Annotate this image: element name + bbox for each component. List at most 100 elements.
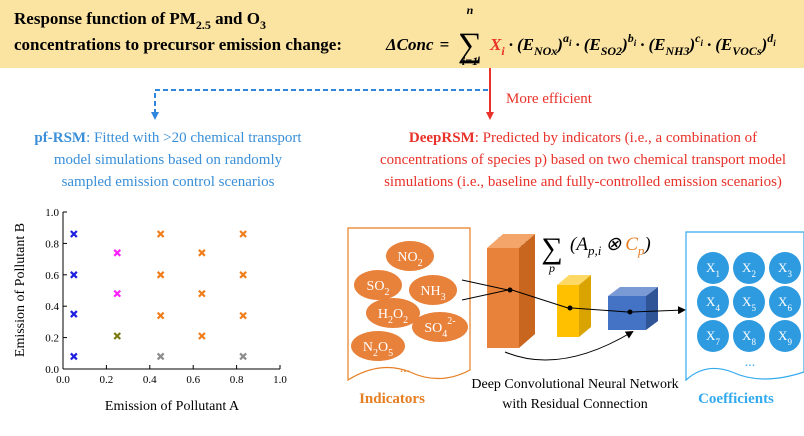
formula-part: (E xyxy=(584,35,601,54)
node xyxy=(508,288,513,293)
t: 2.5 xyxy=(196,18,211,32)
point xyxy=(71,272,77,278)
dashed-arrow xyxy=(155,68,490,116)
point xyxy=(240,272,246,278)
point xyxy=(158,313,164,319)
formula-part: NO xyxy=(397,250,417,265)
formula-part: X xyxy=(489,35,502,54)
more: ... xyxy=(745,355,756,370)
point xyxy=(114,291,120,297)
formula-part: 2 xyxy=(403,315,408,326)
point xyxy=(71,353,77,359)
formula-part: NH xyxy=(420,284,440,299)
sum-lower: i=1 xyxy=(462,54,478,68)
line: simulations (i.e., baseline and fully-co… xyxy=(384,174,782,190)
formula-part: SO2 xyxy=(601,44,622,58)
formula-part: 2 xyxy=(751,269,756,279)
t: : Predicted by indicators (i.e., a combi… xyxy=(475,130,757,146)
point xyxy=(240,313,246,319)
formula-part: O xyxy=(393,307,403,322)
formula-part: 1 xyxy=(715,269,720,279)
x-tick-label: 1.0 xyxy=(273,374,287,386)
y-tick-label: 0.2 xyxy=(45,333,59,345)
more: ... xyxy=(400,361,411,376)
figure: Response function of PM2.5 and O3 concen… xyxy=(0,0,804,436)
formula-part: 2 xyxy=(384,287,389,298)
formula-part: · xyxy=(640,35,644,54)
pf-rsm-text: pf-RSM: Fitted with >20 chemical transpo… xyxy=(34,130,302,190)
layer-front xyxy=(487,248,519,348)
y-tick-label: 1.0 xyxy=(45,207,59,219)
formula-part: O xyxy=(378,340,388,355)
t: 3 xyxy=(260,18,266,32)
point xyxy=(158,272,164,278)
formula-part: 7 xyxy=(715,337,720,347)
page: {"header":{"title_parts":["Response func… xyxy=(0,0,804,436)
point xyxy=(158,231,164,237)
point xyxy=(240,353,246,359)
t: : Fitted with >20 chemical transport xyxy=(86,130,302,146)
formula-part: ) xyxy=(555,35,563,54)
sum-lower: p xyxy=(548,261,555,275)
point xyxy=(71,311,77,317)
line: pf-RSM: Fitted with >20 chemical transpo… xyxy=(34,130,302,146)
formula-part: = xyxy=(440,35,450,54)
x-axis-label: Emission of Pollutant A xyxy=(105,399,240,414)
formula-part: (E xyxy=(715,35,732,54)
body: Response function of PM2.5 and O3 concen… xyxy=(0,0,804,436)
formula-part: 4 xyxy=(715,303,720,313)
formula-part: SO xyxy=(367,279,385,294)
formula-part: 3 xyxy=(787,269,792,279)
sum-upper: n xyxy=(467,3,474,17)
coefficients-label: Coefficients xyxy=(698,391,774,407)
node xyxy=(568,306,573,311)
arrow-label: More efficient xyxy=(506,91,593,107)
formula-part: p,i xyxy=(587,243,602,258)
cnn-label: Deep Convolutional Neural Network xyxy=(471,377,678,392)
point xyxy=(158,353,164,359)
t: and O xyxy=(211,9,260,28)
layer-front xyxy=(557,285,579,337)
x-tick-label: 0.8 xyxy=(230,374,244,386)
formula-part: ΔConc xyxy=(385,35,434,54)
formula-part: SO xyxy=(424,321,442,336)
formula-part: A xyxy=(574,234,588,255)
point xyxy=(114,333,120,339)
formula-part: (E xyxy=(649,35,666,54)
x-tick-label: 0.2 xyxy=(100,374,114,386)
network-formula-rhs: (Ap,i⊗Cp) xyxy=(570,234,651,258)
layer-side xyxy=(579,275,591,337)
y-axis-label: Emission of Pollutant B xyxy=(13,223,28,357)
formula-part: 2- xyxy=(447,316,455,327)
point xyxy=(199,291,205,297)
formula-part: C xyxy=(625,234,638,255)
name: pf-RSM xyxy=(34,130,86,146)
point xyxy=(199,333,205,339)
x-tick-label: 0.6 xyxy=(186,374,200,386)
line: concentrations of species p) based on tw… xyxy=(380,152,786,168)
formula-part: 4 xyxy=(442,329,447,340)
formula-part: H xyxy=(378,307,388,322)
formula-part: ) xyxy=(620,35,628,54)
line: DeepRSM: Predicted by indicators (i.e., … xyxy=(409,130,757,146)
deep-rsm-text: DeepRSM: Predicted by indicators (i.e., … xyxy=(380,130,786,190)
name: DeepRSM xyxy=(409,130,475,146)
y-tick-label: 0.0 xyxy=(45,364,59,376)
x-tick-label: 0.4 xyxy=(143,374,157,386)
formula-part: (E xyxy=(517,35,534,54)
point xyxy=(114,250,120,256)
formula-part: 9 xyxy=(787,337,792,347)
point xyxy=(71,231,77,237)
point xyxy=(199,250,205,256)
formula-part: VOCs xyxy=(732,44,762,58)
formula-part: · xyxy=(707,35,711,54)
y-tick-label: 0.6 xyxy=(45,270,59,282)
formula-part: ) xyxy=(688,35,696,54)
formula-lhs: ΔConc = xyxy=(385,35,449,54)
formula-part: · xyxy=(575,35,579,54)
layer-front xyxy=(608,296,646,330)
scatter-plot: 0.00.20.40.60.81.00.00.20.40.60.81.0 xyxy=(45,207,287,386)
line: sampled emission control scenarios xyxy=(62,174,275,190)
formula-part: 5 xyxy=(751,303,756,313)
formula-part: ) xyxy=(643,234,650,255)
